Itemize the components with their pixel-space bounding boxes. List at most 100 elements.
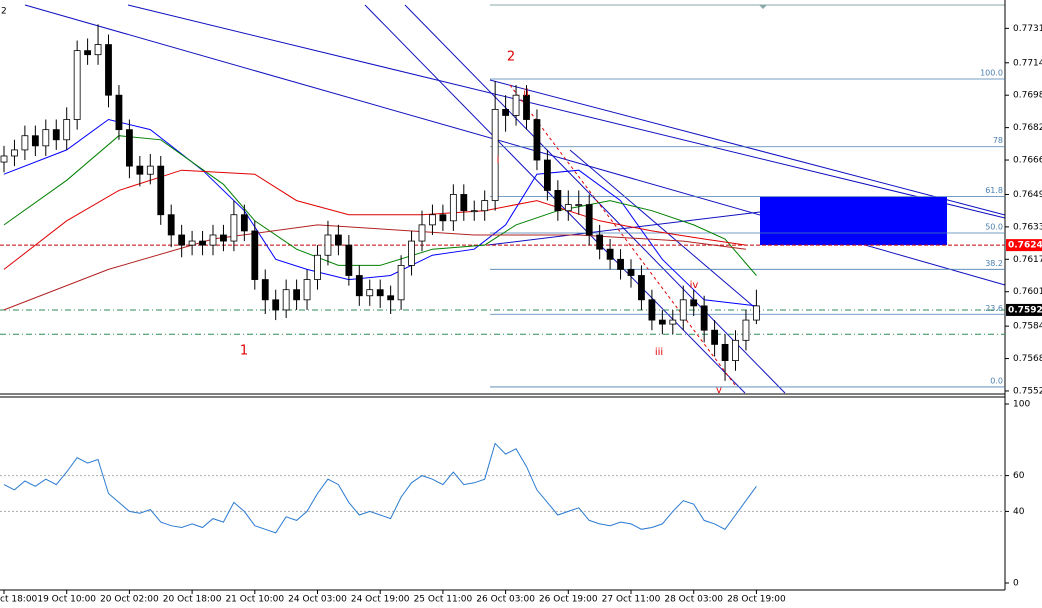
price-tag-label: 0.7592 (1008, 305, 1042, 315)
price-tag (1006, 303, 1042, 316)
candle-body (397, 264, 405, 301)
candle-body (251, 230, 259, 280)
wave-label: iv (690, 280, 699, 291)
wave-label: 1 (240, 344, 248, 359)
fib-label: 78 (993, 136, 1003, 145)
candle-body (449, 194, 457, 222)
x-tick-label: ct 18:00 (0, 595, 38, 605)
candle-body (585, 204, 593, 236)
candle-body (261, 279, 269, 301)
candle-body (564, 204, 572, 212)
candle-body (753, 305, 760, 321)
candle-body (324, 234, 332, 256)
candle-body (376, 289, 384, 297)
candle-body (658, 319, 666, 325)
candle-body (439, 214, 447, 222)
wave-label: v (716, 385, 722, 396)
candle-body (84, 50, 91, 56)
candle-body (157, 165, 165, 216)
trend-line (487, 211, 761, 246)
candle-body (366, 289, 374, 297)
moving-average (3, 224, 746, 311)
moving-average (3, 118, 757, 307)
x-tick-label: 20 Oct 18:00 (163, 595, 222, 605)
x-tick-label: 26 Oct 19:00 (539, 595, 598, 605)
candle-body (282, 289, 290, 311)
x-tick-label: 24 Oct 03:00 (288, 595, 347, 605)
candle-body (345, 244, 353, 276)
candle-body (638, 275, 645, 301)
trend-line (509, 84, 736, 386)
indicator-tick-label: 0 (1013, 579, 1019, 589)
y-tick-label: 0.75520 (1013, 386, 1042, 396)
wave-label: iii (655, 347, 663, 358)
candle-body (742, 319, 750, 341)
candle-body (63, 119, 71, 141)
wave-label: ii (523, 88, 529, 99)
x-tick-label: 21 Oct 10:00 (225, 595, 284, 605)
fib-label: 61.8 (985, 186, 1003, 195)
candle-body (199, 240, 206, 246)
x-tick-label: 19 Oct 10:00 (37, 595, 96, 605)
trend-line (489, 79, 1006, 216)
x-tick-label: 27 Oct 11:00 (602, 595, 661, 605)
fib-label: 100.0 (980, 69, 1003, 78)
candle-body (146, 165, 154, 175)
candle-body (136, 165, 144, 175)
candle-body (429, 214, 436, 226)
candle-body (272, 299, 280, 311)
candle-body (94, 44, 102, 56)
candle-body (554, 190, 562, 212)
indicator-tick-label: 40 (1013, 507, 1025, 517)
candle-body (669, 319, 677, 325)
candle-body (178, 234, 186, 246)
candle-body (596, 234, 604, 250)
wave-label: 2 (507, 50, 515, 65)
candle-body (73, 50, 81, 120)
x-tick-label: 25 Oct 11:00 (414, 595, 473, 605)
candle-body (314, 254, 321, 280)
candle-body (115, 94, 123, 131)
candle-body (679, 299, 687, 321)
candle-body (293, 289, 301, 301)
candle-body (606, 248, 614, 260)
candle-body (334, 234, 342, 246)
candle-body (188, 240, 196, 246)
candle-body (0, 155, 8, 163)
candle-body (387, 295, 395, 301)
candle-body (617, 258, 624, 270)
x-tick-label: 28 Oct 03:00 (664, 595, 723, 605)
candle-body (105, 44, 112, 96)
candle-body (533, 119, 541, 161)
fib-label: 0.0 (990, 376, 1003, 385)
candle-body (481, 200, 489, 212)
candle-body (220, 234, 227, 242)
candle-body (31, 135, 39, 147)
trend-line (127, 4, 1006, 219)
price-tag-label: 0.7624 (1008, 241, 1042, 251)
candle-body (418, 224, 426, 242)
candle-body (575, 204, 583, 207)
candle-body (700, 305, 708, 331)
price-tag (1006, 239, 1042, 252)
trend-line (404, 4, 786, 394)
candle-body (711, 329, 718, 345)
candle-body (303, 279, 311, 301)
candle-body (126, 129, 133, 167)
candle-body (209, 234, 217, 246)
fib-label: 23.6 (985, 304, 1003, 313)
fib-label: 50.0 (985, 222, 1003, 231)
x-tick-label: 20 Oct 02:00 (100, 595, 159, 605)
moving-average (3, 169, 746, 270)
indicator-tick-label: 100 (1013, 400, 1030, 410)
